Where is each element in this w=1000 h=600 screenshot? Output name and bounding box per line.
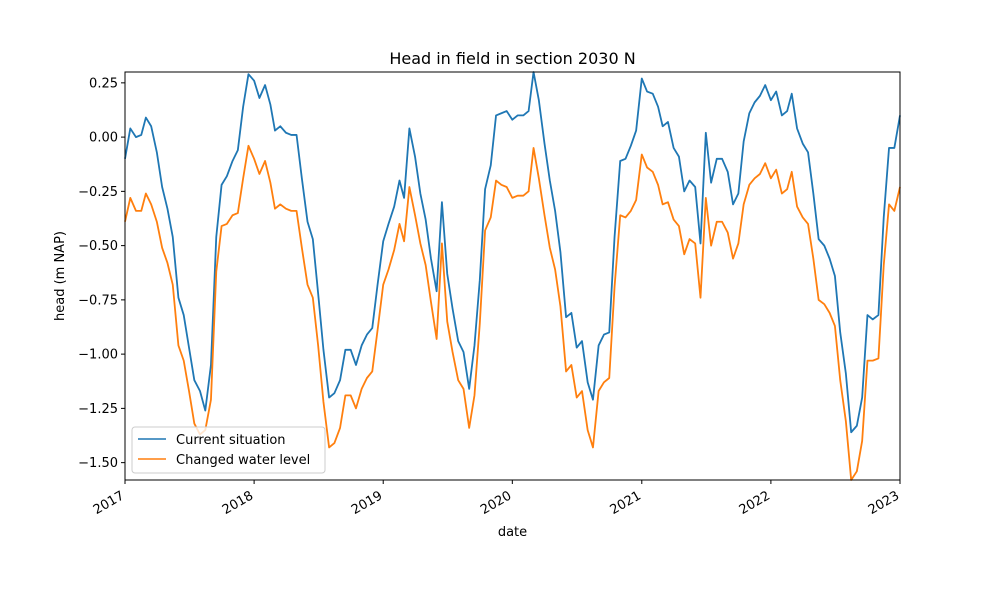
series-layer	[124, 71, 901, 481]
y-tick-label: 0.25	[89, 76, 118, 91]
chart-title: Head in field in section 2030 N	[389, 49, 635, 68]
y-tick-label: 0.00	[89, 131, 118, 146]
y-tick-label: −0.50	[78, 239, 118, 254]
series-line-current-situation	[124, 71, 901, 434]
series-line-changed-water-level	[124, 144, 901, 481]
legend-box	[131, 426, 326, 474]
y-tick-label: −0.25	[78, 185, 118, 200]
y-axis-label: head (m NAP)	[53, 231, 68, 321]
y-tick-label: −0.75	[78, 293, 118, 308]
legend: Current situation Changed water level	[131, 426, 326, 474]
y-axis: 0.25 0.00 −0.25 −0.50 −0.75 −1.00 −1.25 −1.50	[78, 76, 125, 471]
legend-label-changed-water-level: Changed water level	[176, 453, 310, 468]
y-tick-label: −1.00	[78, 348, 118, 363]
x-axis-label: date	[498, 525, 527, 540]
y-tick-label: −1.50	[78, 456, 118, 471]
legend-label-current-situation: Current situation	[176, 433, 286, 448]
y-tick-label: −1.25	[78, 402, 118, 417]
